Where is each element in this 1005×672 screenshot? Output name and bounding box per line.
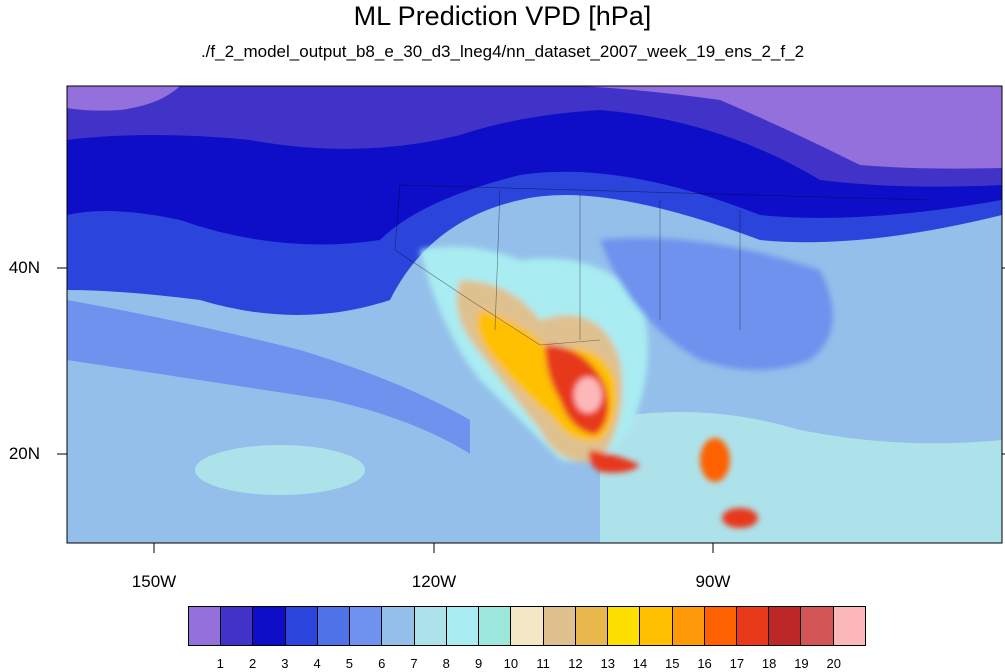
- colorbar-label: 7: [410, 656, 418, 671]
- colorbar-swatch: [575, 607, 609, 645]
- colorbar-label: 9: [474, 656, 483, 671]
- field-hotspots: [420, 238, 833, 528]
- colorbar-swatch: [672, 607, 705, 645]
- vpd-map: [57, 85, 1005, 553]
- colorbar-label: 1: [216, 656, 224, 671]
- field-band-8-east: [600, 412, 1002, 543]
- map-frame: [66, 85, 1003, 544]
- colorbar-swatch: [350, 607, 383, 645]
- lat-label-40n: 40N: [8, 258, 40, 277]
- vpd-field: [67, 86, 1002, 543]
- colorbar-label: 5: [345, 656, 354, 671]
- colorbar-swatch: [221, 607, 254, 645]
- colorbar-label: 3: [281, 656, 289, 671]
- colorbar-swatch: [479, 607, 512, 645]
- lon-label-150w: 150W: [131, 572, 177, 591]
- colorbar-label: 18: [761, 656, 777, 671]
- colorbar-label: 14: [632, 656, 648, 671]
- colorbar-swatch: [640, 607, 673, 645]
- colorbar-labels: 1 2 3 4 5 6 7 8 9 10 11 12 13 14 15 16 17 18 19 20: [188, 656, 866, 672]
- colorbar-swatch: [446, 607, 480, 645]
- lon-label-90w: 90W: [695, 572, 731, 591]
- colorbar-label: 6: [378, 656, 386, 671]
- colorbar-swatch: [736, 607, 770, 645]
- colorbar-label: 19: [794, 656, 809, 671]
- colorbar-swatch: [704, 607, 737, 645]
- field-band-1b: [67, 86, 180, 111]
- colorbar-label: 16: [697, 656, 712, 671]
- field-pocket-8: [195, 445, 365, 495]
- state-boundaries: [394, 184, 931, 346]
- lat-label-20n: 20N: [8, 444, 40, 463]
- colorbar-label: 15: [665, 656, 680, 671]
- colorbar-swatch: [317, 607, 351, 645]
- colorbar-swatch: [382, 607, 415, 645]
- colorbar-label: 10: [503, 656, 519, 671]
- colorbar-label: 8: [442, 656, 450, 671]
- colorbar: [188, 606, 866, 646]
- colorbar-label: 4: [313, 656, 321, 671]
- colorbar-label: 20: [826, 656, 841, 671]
- colorbar-swatch: [253, 607, 286, 645]
- colorbar-label: 12: [568, 656, 583, 671]
- colorbar-label: 13: [600, 656, 615, 671]
- field-band-1: [580, 86, 1002, 169]
- colorbar-swatch: [608, 607, 641, 645]
- colorbar-swatch: [511, 607, 544, 645]
- colorbar-label: 11: [536, 656, 550, 671]
- colorbar-swatch: [189, 607, 222, 645]
- map-subtitle: ./f_2_model_output_b8_e_30_d3_lneg4/nn_d…: [200, 42, 805, 61]
- colorbar-swatch: [801, 607, 834, 645]
- lon-label-120w: 120W: [411, 572, 457, 591]
- colorbar-swatch: [769, 607, 802, 645]
- axis-ticks: [57, 267, 1005, 553]
- colorbar-label: 17: [729, 656, 745, 671]
- colorbar-swatch: [285, 607, 318, 645]
- colorbar-swatch: [833, 607, 865, 645]
- colorbar-label: 2: [248, 656, 257, 671]
- colorbar-swatch: [543, 607, 576, 645]
- colorbar-swatch: [414, 607, 447, 645]
- map-title: ML Prediction VPD [hPa]: [353, 1, 652, 31]
